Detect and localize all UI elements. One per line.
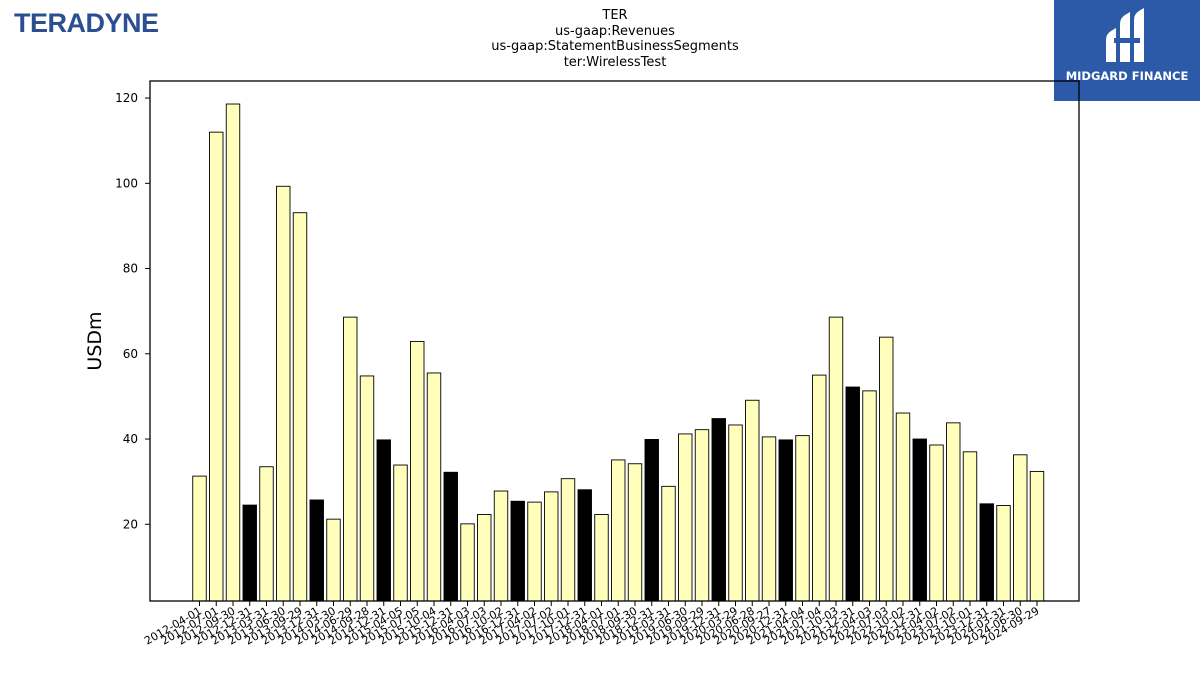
bar [594, 514, 609, 602]
bar [510, 500, 525, 602]
bar [611, 459, 626, 602]
bar [242, 504, 257, 602]
bar [410, 340, 425, 602]
bar [795, 435, 810, 602]
bar [912, 438, 927, 602]
y-tick-label: 20 [123, 517, 138, 531]
bar [225, 103, 241, 602]
bar [359, 375, 375, 602]
bar [477, 514, 492, 602]
bar [1013, 454, 1028, 602]
bar [259, 466, 274, 602]
bar [493, 490, 509, 602]
bar [879, 336, 894, 602]
title-line-metric: us-gaap:Revenues [555, 23, 675, 39]
title-line-ticker: TER [602, 8, 628, 23]
bar [946, 422, 961, 602]
bar [527, 501, 542, 602]
y-tick-label: 60 [123, 347, 138, 361]
bar [862, 390, 877, 602]
y-tick-label: 120 [115, 91, 138, 105]
y-axis: 20 40 60 80 100 120 [115, 91, 150, 531]
bar [393, 464, 408, 602]
teradyne-logo: TERADYNE [14, 8, 159, 38]
bar [276, 185, 291, 602]
bar [996, 505, 1011, 602]
bar [326, 518, 341, 602]
bar [845, 386, 860, 602]
bar [929, 444, 944, 602]
bar [292, 212, 308, 602]
bar [343, 316, 358, 602]
bar [895, 412, 911, 602]
bar [962, 451, 978, 602]
bar [828, 316, 844, 602]
y-tick-label: 40 [123, 432, 138, 446]
bar [1029, 470, 1045, 602]
bar [192, 475, 207, 602]
bar [443, 471, 458, 602]
midgard-finance-logo: MIDGARD FINANCE [1054, 0, 1200, 101]
bar [209, 131, 224, 602]
bar [376, 439, 391, 602]
bar [544, 491, 559, 602]
title-line-axis: us-gaap:StatementBusinessSegments [491, 39, 739, 54]
bar [644, 439, 659, 602]
y-axis-label: USDm [84, 311, 106, 370]
bar [979, 503, 994, 602]
bar [694, 429, 710, 602]
bar [460, 523, 475, 602]
bar [577, 489, 592, 602]
y-tick-label: 80 [123, 262, 138, 276]
chart-title: TER us-gaap:Revenues us-gaap:StatementBu… [415, 8, 815, 70]
bar [812, 374, 827, 602]
bar [560, 478, 576, 602]
x-axis: 2012-04-012012-07-012012-09-302012-12-31… [142, 601, 1042, 648]
bar [678, 433, 693, 602]
midgard-emblem-icon [1106, 8, 1144, 62]
bars-layer [192, 103, 1045, 602]
plot-frame [149, 80, 1080, 602]
bar [745, 399, 760, 602]
bar [661, 485, 676, 602]
bar [426, 372, 442, 602]
midgard-finance-wordmark: MIDGARD FINANCE [1065, 69, 1189, 83]
bar [309, 499, 324, 602]
bar [627, 463, 643, 602]
bar [711, 418, 726, 602]
y-tick-label: 100 [115, 176, 138, 190]
bar [728, 424, 743, 602]
bar [778, 439, 793, 602]
bar [761, 436, 777, 602]
title-line-member: ter:WirelessTest [563, 54, 667, 70]
